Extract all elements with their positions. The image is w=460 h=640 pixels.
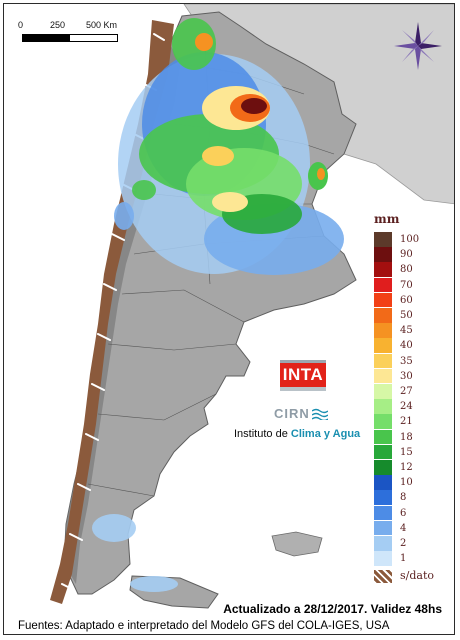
- update-text: Actualizado a 28/12/2017. Validez 48hs: [223, 602, 442, 616]
- legend-label: 40: [400, 340, 413, 352]
- legend-swatch: [374, 384, 392, 399]
- institute-prefix: Instituto de: [234, 428, 291, 440]
- legend-item: 1: [374, 551, 444, 566]
- precipitation-legend: mm 100 90 80 70 60 50 45 40 35 30 27 24 21 18 15 12 10 8 6…: [368, 212, 452, 592]
- legend-item: 15: [374, 444, 444, 460]
- legend-swatch: [374, 460, 392, 475]
- legend-item: 40: [374, 338, 444, 353]
- legend-label: 100: [400, 234, 420, 245]
- legend-swatch: [374, 444, 392, 460]
- legend-item: 80: [374, 262, 444, 277]
- legend-swatch: [374, 323, 392, 338]
- legend-label: 6: [400, 507, 407, 519]
- legend-label: 21: [400, 416, 413, 428]
- legend-item: 45: [374, 323, 444, 338]
- scale-bar: 0 250 500 Km: [16, 20, 126, 48]
- legend-item: 8: [374, 490, 444, 505]
- legend-nodata-swatch: [374, 570, 392, 583]
- legend-label: 2: [400, 538, 407, 549]
- legend-label: 8: [400, 492, 407, 504]
- legend-item: 6: [374, 505, 444, 521]
- legend-swatch: [374, 399, 392, 414]
- legend-label: 27: [400, 386, 413, 397]
- compass-rose-icon: [394, 22, 442, 70]
- legend-item: 30: [374, 368, 444, 384]
- legend-label: 30: [400, 370, 413, 382]
- scale-track: [22, 34, 118, 42]
- legend-swatch: [374, 338, 392, 353]
- legend-item: 21: [374, 414, 444, 429]
- legend-label: 18: [400, 431, 413, 443]
- legend-swatch: [374, 475, 392, 490]
- legend-item: 4: [374, 520, 444, 536]
- legend-label: 15: [400, 446, 413, 458]
- sources-text: Fuentes: Adaptado e interpretado del Mod…: [18, 620, 390, 632]
- cirn-wordmark: CIRN: [274, 406, 310, 421]
- legend-label: 35: [400, 355, 413, 367]
- legend-label: 1: [400, 553, 407, 565]
- legend-swatch: [374, 353, 392, 369]
- precipitation-map: [50, 4, 454, 609]
- legend-swatch: [374, 414, 392, 429]
- legend-item: 100: [374, 232, 444, 247]
- scale-label-250: 250: [50, 20, 66, 30]
- legend-swatch: [374, 551, 392, 566]
- legend-swatch: [374, 490, 392, 505]
- legend-item: 90: [374, 247, 444, 262]
- legend-swatch: [374, 520, 392, 536]
- institute-name: Instituto de Clima y Agua: [234, 428, 360, 440]
- legend-item: 18: [374, 429, 444, 445]
- legend-label: 12: [400, 462, 413, 473]
- inta-wordmark: INTA: [280, 360, 326, 387]
- legend-label: 70: [400, 279, 413, 291]
- legend-label: 45: [400, 325, 413, 337]
- scale-label-0: 0: [18, 20, 24, 30]
- legend-item: 24: [374, 399, 444, 414]
- scale-label-500: 500 Km: [86, 20, 118, 30]
- institute-emphasis: Clima y Agua: [290, 428, 361, 440]
- legend-item: 35: [374, 353, 444, 369]
- legend-label: 50: [400, 310, 413, 321]
- legend-swatch: [374, 536, 392, 551]
- legend-label: 10: [400, 477, 413, 489]
- legend-label: 60: [400, 294, 413, 306]
- legend-swatch: [374, 429, 392, 445]
- legend-swatch: [374, 232, 392, 247]
- legend-swatch: [374, 292, 392, 308]
- legend-swatch: [374, 308, 392, 323]
- legend-nodata-label: s/dato: [400, 569, 434, 582]
- legend-item: 50: [374, 308, 444, 323]
- legend-swatch: [374, 505, 392, 521]
- legend-item: 70: [374, 277, 444, 293]
- malvinas-islands: [271, 531, 323, 557]
- precipitation-overlay: [92, 18, 344, 592]
- legend-unit: mm: [374, 212, 400, 226]
- map-frame: 0 250 500 Km mm 100 90 80 70 60 50 45 40 35 30 27 2…: [3, 3, 455, 635]
- legend-item: 10: [374, 475, 444, 490]
- legend-swatch: [374, 247, 392, 262]
- legend-item: 60: [374, 292, 444, 308]
- legend-item: 2: [374, 536, 444, 551]
- legend-label: 4: [400, 522, 407, 534]
- legend-swatch: [374, 277, 392, 293]
- legend-swatch: [374, 368, 392, 384]
- legend-label: 90: [400, 249, 413, 261]
- legend-swatch: [374, 262, 392, 277]
- legend-label: 24: [400, 401, 413, 413]
- legend-item: 27: [374, 384, 444, 399]
- water-waves-icon: [312, 408, 328, 420]
- legend-item: 12: [374, 460, 444, 475]
- legend-label: 80: [400, 264, 413, 276]
- inta-logo: INTA CIRN Instituto de Clima y Agua: [230, 356, 370, 446]
